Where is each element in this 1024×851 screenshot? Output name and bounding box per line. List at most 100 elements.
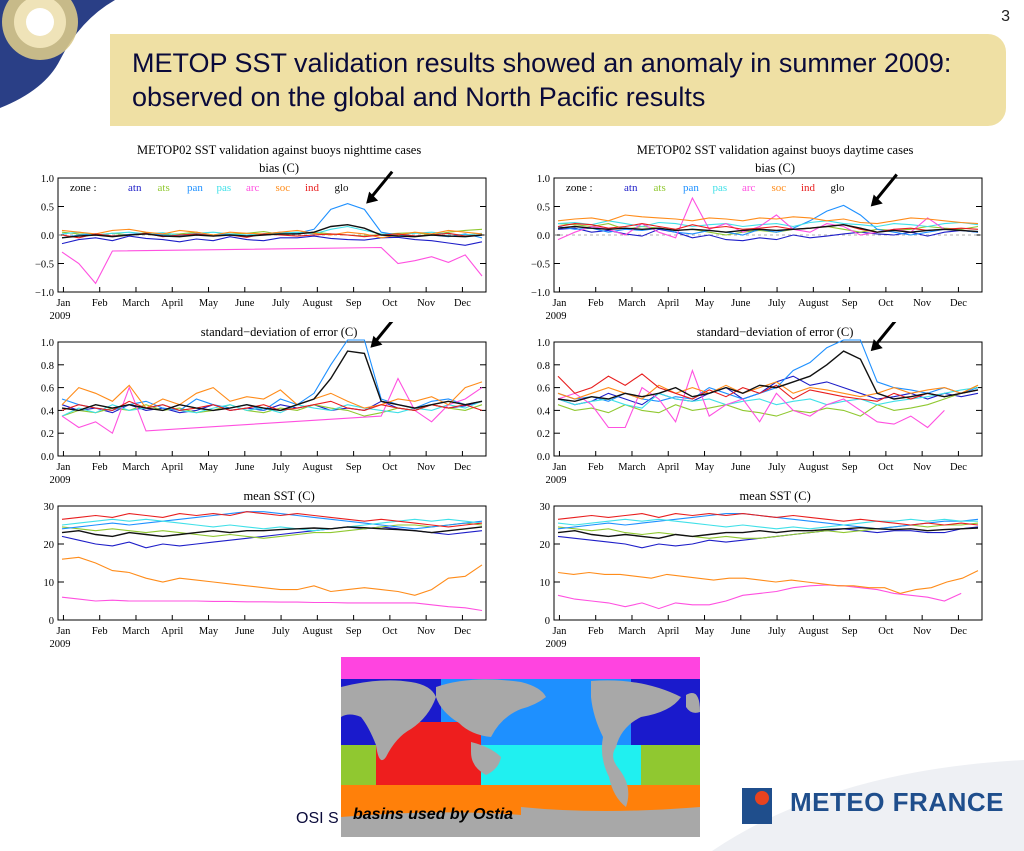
- legend-ats: ats: [654, 182, 666, 194]
- series-soc: [61, 556, 483, 596]
- x-tick-label: Sep: [842, 626, 858, 637]
- series-pas: [557, 518, 978, 530]
- footer-osi-text: OSI S: [296, 810, 339, 827]
- x-tick-label: August: [302, 462, 332, 473]
- x-tick-label: March: [122, 626, 150, 637]
- x-tick-label: Oct: [878, 462, 893, 473]
- chart-day-stddev-svg: standard−deviation of error (C) 1.0 0.8 0.6…: [537, 318, 983, 486]
- chart-night-mean-sst: mean SST (C) 30 20 10 0 Jan Feb March April May Ju…: [30, 486, 500, 658]
- y-tick-label: 20: [44, 540, 55, 551]
- x-tick-label: Dec: [950, 462, 967, 473]
- y-tick-label: 1.0: [537, 174, 550, 185]
- x-tick-label: Dec: [950, 298, 967, 309]
- map-caption: basins used by Ostia: [353, 806, 514, 823]
- series-glo: [557, 526, 979, 540]
- y-tick-label: 1.0: [537, 338, 550, 349]
- legend-soc: soc: [276, 182, 291, 194]
- x-tick-label: Oct: [382, 462, 397, 473]
- series-arc: [61, 596, 483, 612]
- y-tick-label: 0.2: [537, 429, 550, 440]
- x-tick-label: Jan: [56, 462, 71, 473]
- y-tick-label: −1.0: [531, 288, 550, 299]
- x-tick-label: Nov: [913, 462, 932, 473]
- series-atn: [557, 227, 979, 242]
- series-soc: [557, 214, 979, 225]
- chart-day-bias: METOP02 SST validation against buoys day…: [526, 138, 996, 330]
- x-tick-label: Oct: [878, 298, 893, 309]
- x-tick-label: April: [657, 462, 679, 473]
- legend-arc: arc: [246, 182, 260, 194]
- x-tick-label: Nov: [417, 298, 436, 309]
- x-tick-label: August: [798, 462, 828, 473]
- x-tick-label: May: [199, 298, 219, 309]
- series-ind: [557, 373, 979, 402]
- y-tick-label: 0.0: [537, 231, 550, 242]
- chart-title: mean SST (C): [243, 489, 314, 503]
- chart-night-stddev-svg: standard−deviation of error (C) 1.0 0.8 0.6…: [41, 314, 487, 486]
- meteo-france-logo-text: METEO FRANCE: [790, 787, 1004, 817]
- x-year-label: 2009: [546, 475, 567, 486]
- legend-title: zone :: [70, 182, 97, 194]
- legend-ind: ind: [801, 182, 816, 194]
- x-tick-label: Feb: [92, 298, 108, 309]
- series-pas: [61, 400, 483, 417]
- x-tick-label: March: [618, 298, 646, 309]
- series-soc: [61, 228, 483, 239]
- x-tick-label: April: [161, 298, 183, 309]
- title-line-2: observed on the global and North Pacific…: [132, 82, 706, 112]
- x-tick-label: Sep: [346, 462, 362, 473]
- x-tick-label: July: [272, 462, 290, 473]
- x-tick-label: Feb: [588, 462, 604, 473]
- y-tick-label: −0.5: [531, 260, 550, 271]
- x-tick-label: June: [235, 462, 255, 473]
- legend-arc: arc: [742, 182, 756, 194]
- legend-atn: atn: [624, 182, 638, 194]
- chart-title: mean SST (C): [739, 489, 810, 503]
- chart-night-bias: METOP02 SST validation against buoys nig…: [30, 138, 500, 330]
- x-tick-label: April: [161, 626, 183, 637]
- y-tick-label: 0.6: [41, 384, 54, 395]
- plot-frame: [553, 341, 983, 457]
- y-tick-label: 10: [540, 578, 551, 589]
- basin-arc: [341, 657, 700, 679]
- chart-title: bias (C): [755, 161, 795, 175]
- y-tick-label: 0.4: [537, 406, 551, 417]
- series-glo: [61, 350, 483, 412]
- x-tick-label: Feb: [92, 626, 108, 637]
- plot-frame: [553, 505, 983, 621]
- y-tick-label: 0.8: [537, 361, 550, 372]
- x-tick-label: August: [302, 626, 332, 637]
- x-tick-label: Dec: [454, 462, 471, 473]
- x-tick-label: July: [768, 626, 786, 637]
- chart-title: bias (C): [259, 161, 299, 175]
- x-tick-label: Sep: [842, 298, 858, 309]
- x-tick-label: June: [731, 298, 751, 309]
- x-tick-label: August: [798, 626, 828, 637]
- plot-frame: [57, 341, 487, 457]
- legend-ind: ind: [305, 182, 320, 194]
- chart-title: standard−deviation of error (C): [697, 325, 854, 339]
- y-tick-label: 0: [49, 616, 54, 627]
- y-tick-label: 30: [540, 502, 551, 513]
- series-ats: [61, 522, 483, 539]
- x-tick-label: August: [798, 298, 828, 309]
- title-band: [110, 34, 1006, 126]
- legend-atn: atn: [128, 182, 142, 194]
- y-tick-label: 0.6: [537, 384, 550, 395]
- x-tick-label: May: [695, 626, 715, 637]
- plot-frame: [553, 177, 983, 293]
- chart-day-bias-svg: METOP02 SST validation against buoys day…: [531, 143, 983, 322]
- x-tick-label: Dec: [454, 626, 471, 637]
- x-tick-label: Jan: [552, 626, 567, 637]
- x-tick-label: May: [695, 462, 715, 473]
- corner-decoration: [0, 0, 115, 108]
- y-tick-label: 0.2: [41, 429, 54, 440]
- x-tick-label: May: [199, 462, 219, 473]
- x-tick-label: June: [235, 626, 255, 637]
- y-tick-label: 30: [44, 502, 55, 513]
- x-tick-label: May: [199, 626, 219, 637]
- series-arc: [557, 584, 962, 610]
- series-ind: [61, 511, 483, 528]
- x-tick-label: July: [768, 462, 786, 473]
